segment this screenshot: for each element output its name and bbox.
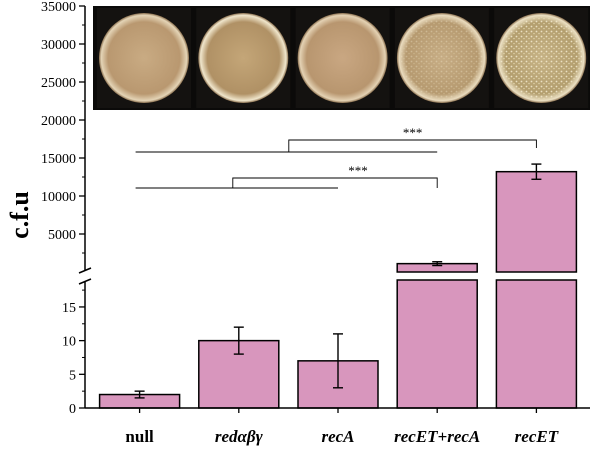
y-axis-label: c.f.u: [5, 191, 34, 239]
significance-bracket: [288, 139, 537, 152]
x-tick-label: recET: [515, 427, 559, 446]
y-axis: 0 5 10 15 5000 10000 15000 20000 25000 30000 35000…: [41, 0, 590, 446]
petri-dish-plate: [297, 13, 388, 103]
plate-photo-strip: [93, 6, 590, 110]
significance-bracket: [232, 177, 438, 188]
y-tick-label: 20000: [41, 114, 76, 129]
bar-3-lower: [396, 279, 478, 409]
x-tick-label: recET+recA: [394, 427, 480, 446]
significance-label: ***: [348, 163, 368, 178]
y-tick-label: 25000: [41, 76, 76, 91]
y-tick-label: 35000: [41, 0, 76, 15]
y-tick-label: 5: [69, 368, 76, 383]
colony-growth: [500, 17, 583, 99]
y-tick-label: 30000: [41, 38, 76, 53]
y-tick-label: 15: [62, 301, 76, 316]
bar-break-gap: [395, 273, 480, 279]
x-tick-label: recA: [321, 427, 354, 446]
chart-marks: [98, 163, 579, 409]
axis-break-mark: [78, 278, 92, 285]
x-tick-label: null: [125, 427, 154, 446]
axis-break-mark: [78, 267, 92, 274]
y-tick-label: 15000: [41, 152, 76, 167]
petri-dish-plate: [99, 13, 189, 103]
significance-label: ***: [403, 125, 423, 140]
y-tick-label: 0: [69, 402, 76, 417]
significance-brackets: *** ***: [135, 125, 537, 189]
bar-break-gap: [494, 273, 579, 279]
y-tick-label: 10000: [41, 190, 76, 205]
x-tick-label: redαβγ: [215, 427, 264, 446]
y-tick-label: 10: [62, 335, 76, 350]
colony-growth: [400, 17, 483, 99]
bar-4-upper: [495, 170, 578, 273]
y-tick-label: 5000: [48, 228, 76, 243]
petri-dish-plate: [198, 13, 289, 103]
bar-4-lower: [495, 279, 578, 409]
